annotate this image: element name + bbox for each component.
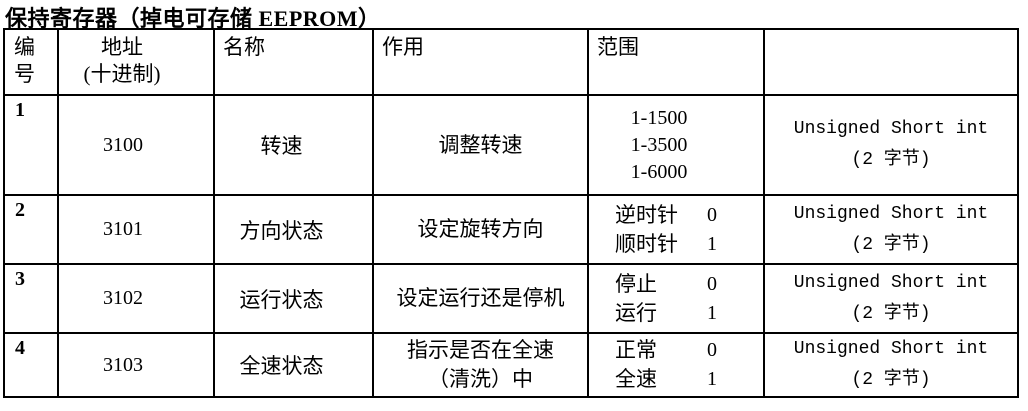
range-line: 1-1500 — [630, 106, 688, 129]
cell-range-4: 正常 0 全速 1 — [587, 332, 765, 398]
range-option-label: 正常 — [615, 338, 657, 362]
cell-name-2: 方向状态 — [213, 194, 374, 265]
cell-name-3: 运行状态 — [213, 263, 374, 334]
cell-number-3: 3 — [3, 263, 59, 334]
cell-range-2: 逆时针 0 顺时针 1 — [587, 194, 765, 265]
range-option: 运行 1 — [615, 299, 717, 328]
col-header-type — [763, 28, 1019, 96]
col-header-range: 范围 — [587, 28, 765, 96]
cell-function-4: 指示是否在全速 （清洗）中 — [372, 332, 589, 398]
cell-address-2: 3101 — [57, 194, 215, 265]
table-row-1: 1 3100 转速 调整转速 1-1500 1-3500 1-6000 Unsi… — [3, 94, 1019, 196]
type-line: Unsigned Short int — [793, 339, 989, 359]
function-line: 设定运行还是停机 — [396, 286, 565, 310]
function-line: 指示是否在全速 — [407, 338, 554, 362]
cell-name-1: 转速 — [213, 94, 374, 196]
range-option-value: 0 — [707, 339, 717, 361]
col-header-address-line1: 地址 — [101, 35, 143, 59]
range-option: 正常 0 — [615, 336, 717, 365]
cell-type-4: Unsigned Short int (2 字节) — [763, 332, 1019, 398]
table-row-3: 3 3102 运行状态 设定运行还是停机 停止 0 运行 1 Unsigned … — [3, 263, 1019, 334]
cell-function-1: 调整转速 — [372, 94, 589, 196]
cell-function-3: 设定运行还是停机 — [372, 263, 589, 334]
range-line: 1-6000 — [630, 160, 688, 183]
holding-registers-table: 编 号 地址 (十进制) 名称 作用 范围 1 3100 转速 调整转速 1-1… — [3, 28, 1019, 398]
header-row: 编 号 地址 (十进制) 名称 作用 范围 — [3, 28, 1019, 96]
type-line: Unsigned Short int — [793, 119, 989, 139]
function-line: （清洗）中 — [428, 367, 533, 391]
table-row-4: 4 3103 全速状态 指示是否在全速 （清洗）中 正常 0 全速 1 Unsi… — [3, 332, 1019, 398]
cell-type-3: Unsigned Short int (2 字节) — [763, 263, 1019, 334]
cell-address-4: 3103 — [57, 332, 215, 398]
range-option: 顺时针 1 — [615, 230, 717, 259]
cell-number-4: 4 — [3, 332, 59, 398]
function-line: 调整转速 — [438, 132, 523, 157]
range-option: 全速 1 — [615, 365, 717, 394]
type-line: (2 字节) — [851, 150, 931, 170]
range-option: 停止 0 — [615, 270, 717, 299]
range-option: 逆时针 0 — [615, 201, 717, 230]
range-option-value: 1 — [707, 301, 717, 324]
cell-range-3: 停止 0 运行 1 — [587, 263, 765, 334]
range-option-label: 顺时针 — [615, 231, 678, 256]
range-option-value: 1 — [707, 232, 717, 255]
col-header-address: 地址 (十进制) — [57, 28, 215, 96]
type-line: (2 字节) — [851, 370, 931, 390]
cell-address-1: 3100 — [57, 94, 215, 196]
col-header-address-line2: (十进制) — [83, 62, 161, 86]
col-header-number: 编 号 — [3, 28, 59, 96]
type-line: Unsigned Short int — [793, 203, 989, 224]
cell-number-2: 2 — [3, 194, 59, 265]
col-header-name: 名称 — [213, 28, 374, 96]
cell-type-2: Unsigned Short int (2 字节) — [763, 194, 1019, 265]
range-line: 1-3500 — [630, 133, 688, 156]
function-line: 设定旋转方向 — [417, 217, 544, 241]
cell-function-2: 设定旋转方向 — [372, 194, 589, 265]
range-option-value: 0 — [707, 203, 717, 226]
type-line: Unsigned Short int — [793, 272, 989, 293]
cell-type-1: Unsigned Short int (2 字节) — [763, 94, 1019, 196]
col-header-number-line1: 编 — [14, 35, 35, 59]
type-line: (2 字节) — [851, 303, 931, 324]
cell-address-3: 3102 — [57, 263, 215, 334]
range-option-value: 1 — [707, 368, 717, 390]
col-header-function: 作用 — [372, 28, 589, 96]
cell-range-1: 1-1500 1-3500 1-6000 — [587, 94, 765, 196]
page-title: 保持寄存器（掉电可存储 EEPROM） — [5, 6, 381, 31]
range-option-label: 运行 — [615, 300, 657, 325]
type-line: (2 字节) — [851, 234, 931, 255]
col-header-number-line2: 号 — [14, 62, 35, 86]
range-option-label: 全速 — [615, 367, 657, 391]
table-row-2: 2 3101 方向状态 设定旋转方向 逆时针 0 顺时针 1 Unsigned … — [3, 194, 1019, 265]
range-option-value: 0 — [707, 272, 717, 295]
range-option-label: 逆时针 — [615, 202, 678, 227]
range-option-label: 停止 — [615, 271, 657, 296]
cell-name-4: 全速状态 — [213, 332, 374, 398]
cell-number-1: 1 — [3, 94, 59, 196]
